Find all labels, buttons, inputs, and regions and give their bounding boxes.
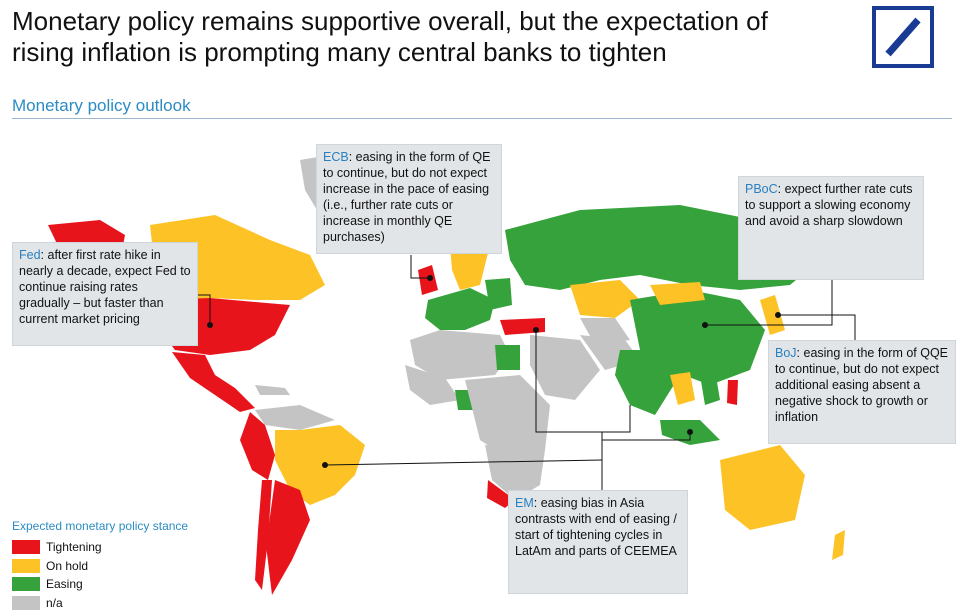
em-label: EM <box>515 496 534 510</box>
kazakhstan <box>570 280 640 318</box>
new-zealand <box>832 530 845 560</box>
fed-callout: Fed: after first rate hike in nearly a d… <box>12 242 198 346</box>
legend-item-na: n/a <box>12 594 188 612</box>
em-leader-2 <box>325 460 602 465</box>
pboc-callout: PBoC: expect further rate cuts to suppor… <box>738 176 924 280</box>
boj-callout: BoJ: easing in the form of QQE to contin… <box>768 340 956 444</box>
legend-label: On hold <box>46 559 88 573</box>
boj-text: : easing in the form of QQE to continue,… <box>775 346 948 424</box>
legend: Expected monetary policy stance Tighteni… <box>12 519 188 612</box>
em-text: : easing bias in Asia contrasts with end… <box>515 496 677 558</box>
legend-item-on-hold: On hold <box>12 557 188 576</box>
legend-swatch <box>12 540 40 554</box>
turkey <box>500 318 545 335</box>
legend-label: n/a <box>46 596 63 610</box>
australia <box>720 445 805 530</box>
venezuela-guyana <box>255 405 335 430</box>
india <box>615 350 680 415</box>
subtitle-rule <box>12 118 952 119</box>
euro-area <box>425 288 495 330</box>
fed-text: : after first rate hike in nearly a deca… <box>19 248 191 326</box>
page-title: Monetary policy remains supportive overa… <box>12 6 832 68</box>
philippines <box>727 380 738 405</box>
fed-label: Fed <box>19 248 41 262</box>
legend-label: Easing <box>46 577 83 591</box>
ecb-label: ECB <box>323 150 349 164</box>
legend-swatch <box>12 596 40 610</box>
ecb-callout: ECB: easing in the form of QE to continu… <box>316 144 502 254</box>
legend-swatch <box>12 559 40 573</box>
deutsche-bank-logo <box>872 6 934 68</box>
pboc-label: PBoC <box>745 182 778 196</box>
mexico <box>172 352 255 412</box>
ecb-text: : easing in the form of QE to continue, … <box>323 150 490 244</box>
caribbean <box>255 385 290 395</box>
legend-item-tightening: Tightening <box>12 538 188 557</box>
em-leader-3 <box>602 405 630 432</box>
boj-leader <box>778 315 855 340</box>
chart-subtitle: Monetary policy outlook <box>12 96 191 116</box>
boj-label: BoJ <box>775 346 797 360</box>
legend-item-easing: Easing <box>12 575 188 594</box>
legend-swatch <box>12 577 40 591</box>
legend-label: Tightening <box>46 540 102 554</box>
egypt <box>495 345 520 370</box>
legend-title: Expected monetary policy stance <box>12 519 188 533</box>
em-callout: EM: easing bias in Asia contrasts with e… <box>508 490 688 594</box>
